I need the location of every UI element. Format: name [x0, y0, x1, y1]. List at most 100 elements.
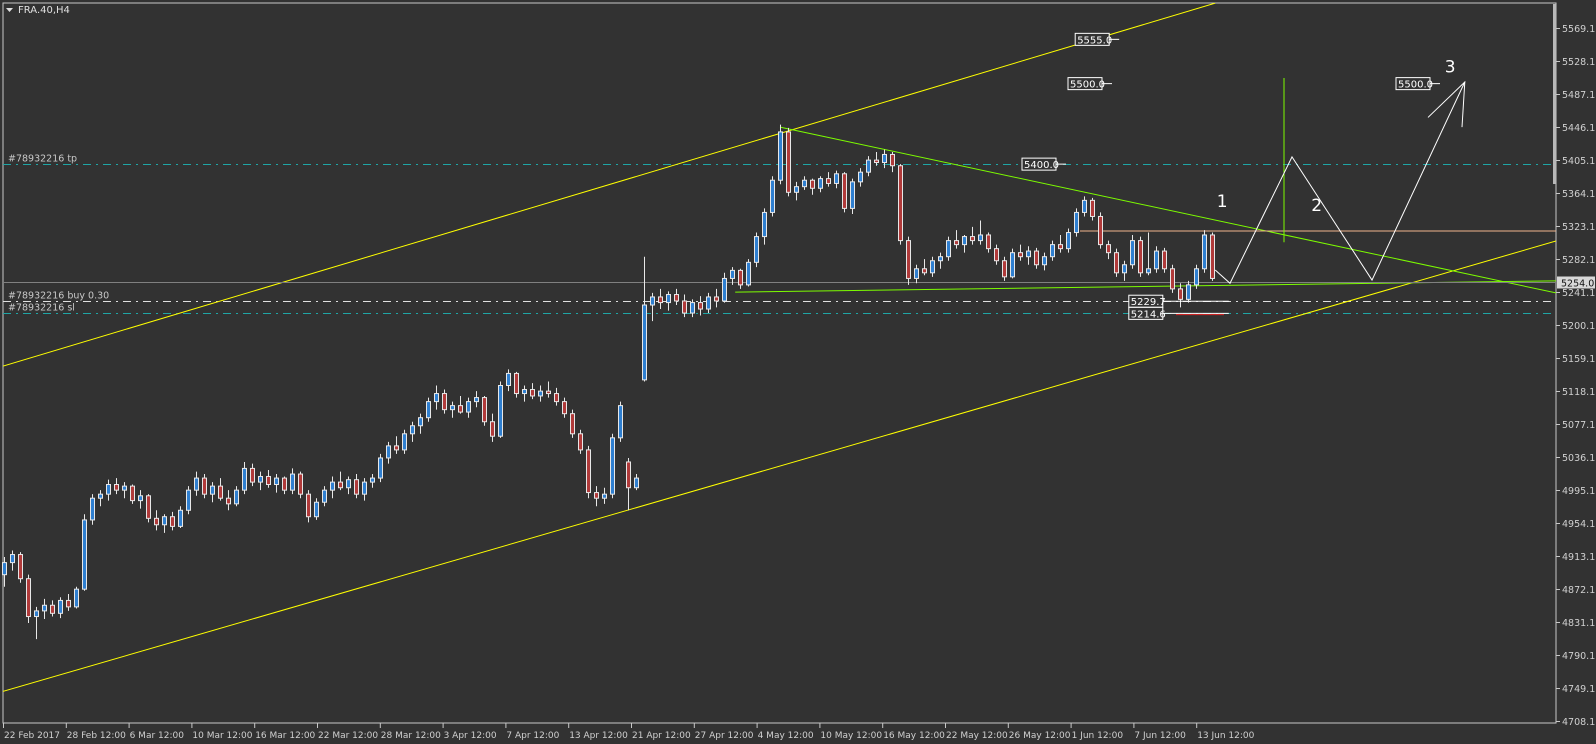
y-tick-label: 5241.1 [1562, 288, 1595, 299]
bear-candle [18, 552, 23, 583]
bull-candle [730, 267, 735, 285]
price-label: 5400.0 [1021, 157, 1066, 171]
bull-candle [690, 299, 695, 318]
bull-candle [1146, 232, 1151, 276]
bear-candle [714, 288, 719, 308]
candle-body [618, 405, 623, 439]
candle-body [2, 562, 7, 576]
candle-body [98, 493, 103, 499]
candle-body [434, 393, 439, 403]
x-tick-label: 28 Feb 12:00 [67, 731, 126, 741]
price-label-text: 5500.0 [1070, 80, 1105, 91]
bear-candle [146, 494, 151, 523]
bull-candle [802, 176, 807, 190]
candle-body [482, 397, 487, 423]
bull-candle [178, 506, 183, 528]
bear-candle [394, 436, 399, 454]
candle-body [1074, 211, 1079, 234]
x-tick-label: 7 Apr 12:00 [506, 731, 559, 741]
candle-body [10, 554, 15, 564]
symbol-timeframe-label: FRA.40,H4 [18, 5, 70, 16]
candle-body [530, 389, 535, 397]
bull-candle [946, 236, 951, 261]
bull-candle [1154, 246, 1159, 273]
bull-candle [634, 474, 639, 491]
projection-path [1214, 80, 1466, 285]
y-tick-label: 5528.1 [1562, 57, 1595, 68]
price-scale-scrollbar[interactable] [1553, 4, 1556, 184]
price-axis[interactable]: 5569.1 5528.1 5487.1 5446.1 5405.1 5364.1 5323… [1556, 24, 1595, 728]
bull-candle [610, 433, 615, 499]
bull-candle [1026, 246, 1031, 265]
bull-candle [82, 514, 87, 591]
candle-body [138, 495, 143, 502]
bull-candle [274, 474, 279, 493]
candle-body [642, 304, 647, 381]
candle-body [1010, 252, 1015, 278]
candle-body [394, 445, 399, 451]
order-line-label: #78932216 tp [8, 154, 77, 165]
x-tick-label: 22 Mar 12:00 [318, 731, 378, 741]
bear-candle [682, 294, 687, 318]
y-tick-label: 4708.1 [1562, 717, 1595, 728]
candle-body [42, 604, 47, 612]
candle-body [874, 159, 879, 164]
candle-body [834, 173, 839, 184]
bull-candle [210, 482, 215, 503]
candle-body [442, 393, 447, 411]
y-tick-label: 5200.1 [1562, 321, 1595, 332]
candle-body [218, 485, 223, 499]
bull-candle [1010, 248, 1015, 279]
candle-body [234, 489, 239, 505]
candle-body [1106, 244, 1111, 254]
candle-body [162, 516, 167, 526]
candle-body [290, 473, 295, 491]
x-tick-label: 28 Mar 12:00 [381, 731, 441, 741]
candle-body [794, 186, 799, 193]
candle-body [1162, 250, 1167, 270]
candle-body [1066, 232, 1071, 250]
candle-body [906, 240, 911, 279]
triangle-down-icon[interactable] [6, 8, 13, 12]
x-tick-label: 16 Mar 12:00 [255, 731, 315, 741]
bear-candle [570, 409, 575, 438]
bear-candle [1210, 232, 1215, 281]
bull-candle [858, 168, 863, 187]
bull-candle [1082, 196, 1087, 217]
wave-label: 1 [1217, 192, 1228, 212]
time-axis[interactable]: 22 Feb 2017 28 Feb 12:00 6 Mar 12:00 10 Mar… [3, 723, 1255, 741]
bear-candle [562, 397, 567, 418]
bull-candle [602, 487, 607, 504]
chart-title[interactable]: FRA.40,H4 [6, 5, 70, 16]
candle-body [338, 481, 343, 489]
arrow-head-icon [1427, 80, 1466, 128]
bear-candle [354, 474, 359, 499]
candle-body [658, 296, 663, 304]
y-tick-label: 5159.1 [1562, 354, 1595, 365]
candle-body [962, 236, 967, 246]
candle-body [586, 449, 591, 494]
bear-candle [674, 288, 679, 306]
candle-body [266, 475, 271, 486]
bull-candle [426, 397, 431, 422]
bear-candle [954, 230, 959, 249]
candle-body [154, 517, 159, 526]
bear-candle [578, 429, 583, 454]
candle-body [994, 248, 999, 262]
bear-candle [1170, 264, 1175, 293]
candle-body [1130, 240, 1135, 266]
candle-body [322, 489, 327, 503]
candle-body [410, 425, 415, 435]
bull-candle [706, 292, 711, 314]
candle-body [490, 421, 495, 437]
candle-body [602, 493, 607, 499]
bear-candle [482, 395, 487, 426]
bear-candle [306, 490, 311, 523]
bull-candle [418, 413, 423, 434]
bear-candle [1178, 283, 1183, 308]
bull-candle [1202, 230, 1207, 273]
candle-body [842, 173, 847, 209]
candle-body [914, 268, 919, 279]
y-tick-label: 4831.1 [1562, 618, 1595, 629]
